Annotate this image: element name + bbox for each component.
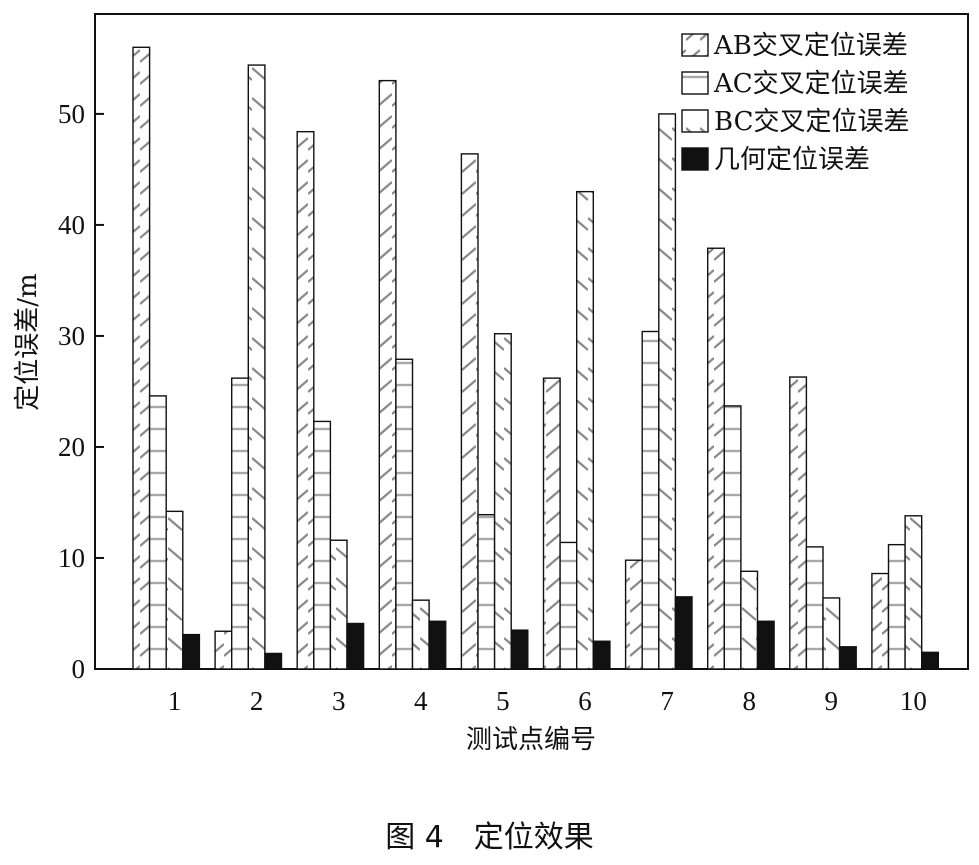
bar-series4-point4 — [428, 620, 447, 670]
bar-series2-point3 — [313, 420, 332, 670]
bar-chart: 0 10 20 30 40 50 1 2 3 4 5 6 7 8 9 10 AB交叉定位误差 AC交叉定位误差… — [13, 13, 969, 755]
legend-swatch-3 — [681, 109, 709, 133]
bar-series2-point6 — [559, 541, 578, 670]
bar-series4-point3 — [346, 622, 365, 670]
bar-series2-point5 — [477, 513, 496, 670]
y-tick-label: 40 — [58, 210, 85, 240]
bar-series1-point8 — [707, 247, 726, 670]
bar-series4-point7 — [674, 596, 693, 670]
y-axis-label: 定位误差/m — [13, 273, 43, 410]
x-tick-label: 1 — [168, 686, 182, 716]
bar-series4-point6 — [592, 640, 611, 670]
figure-caption: 图 4 定位效果 — [385, 820, 594, 855]
bar-series1-point3 — [296, 130, 315, 670]
x-tick-label: 9 — [825, 686, 839, 716]
x-axis: 1 2 3 4 5 6 7 8 9 10 — [168, 661, 927, 716]
y-tick-label: 20 — [58, 432, 85, 462]
plot-frame — [94, 13, 969, 670]
x-tick-label: 3 — [332, 686, 346, 716]
bar-series1-point5 — [460, 153, 479, 670]
x-tick-label: 4 — [414, 686, 428, 716]
bar-series2-point4 — [395, 358, 414, 670]
bar-series3-point6 — [576, 190, 595, 670]
x-tick-label: 8 — [742, 686, 756, 716]
bar-series4-point10 — [921, 651, 940, 670]
x-tick-label: 6 — [578, 686, 592, 716]
bar-series4-point1 — [182, 633, 201, 670]
x-tick-label: 7 — [660, 686, 674, 716]
bar-series1-point10 — [871, 572, 890, 670]
legend-label-3: BC交叉定位误差 — [714, 107, 909, 137]
bar-series4-point9 — [838, 646, 857, 670]
y-tick-label: 10 — [58, 543, 85, 573]
x-axis-label: 测试点编号 — [466, 725, 596, 755]
y-tick-label: 30 — [58, 321, 85, 351]
bar-series4-point8 — [756, 620, 775, 670]
bar-series3-point4 — [411, 599, 430, 670]
bar-series3-point3 — [329, 539, 348, 670]
bar-series1-point1 — [132, 46, 151, 670]
bar-series4-point5 — [510, 629, 529, 670]
y-tick-label: 0 — [72, 654, 86, 684]
bar-series4-point2 — [264, 652, 283, 670]
bar-series1-point9 — [789, 376, 808, 670]
legend-swatch-1 — [681, 33, 709, 57]
bar-series3-point9 — [822, 597, 841, 670]
bar-series2-point2 — [230, 377, 249, 670]
bar-series2-point1 — [148, 395, 167, 670]
x-tick-label: 2 — [250, 686, 264, 716]
bar-series3-point1 — [165, 510, 184, 670]
y-axis: 0 10 20 30 40 50 — [58, 99, 104, 684]
legend-swatch-4 — [681, 147, 709, 171]
bar-series3-point10 — [904, 515, 923, 670]
bar-series3-point7 — [658, 113, 677, 670]
legend-swatch-2 — [681, 71, 709, 95]
bar-series3-point5 — [493, 333, 512, 670]
y-tick-label: 50 — [58, 99, 85, 129]
legend-label-4: 几何定位误差 — [714, 145, 870, 175]
legend-label-2: AC交叉定位误差 — [713, 69, 909, 99]
bar-series1-point7 — [624, 559, 643, 670]
bar-series3-point8 — [740, 570, 759, 670]
bar-series2-point9 — [805, 546, 824, 670]
bars-group — [132, 46, 940, 670]
bar-series2-point7 — [641, 330, 660, 670]
x-tick-label: 5 — [496, 686, 510, 716]
bar-series1-point4 — [378, 79, 397, 670]
bar-series1-point2 — [214, 630, 233, 670]
bar-series3-point2 — [247, 64, 266, 670]
bar-series2-point8 — [723, 405, 742, 670]
legend-label-1: AB交叉定位误差 — [713, 31, 908, 61]
bar-series2-point10 — [887, 543, 906, 670]
bar-series1-point6 — [542, 377, 561, 670]
x-tick-label: 10 — [900, 686, 927, 716]
